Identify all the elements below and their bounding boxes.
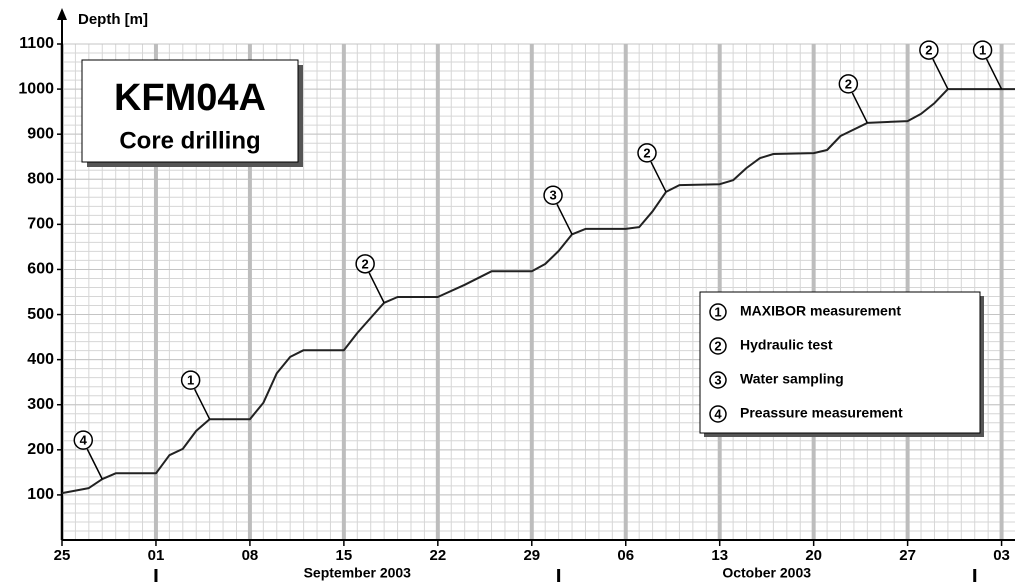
y-tick-label: 600 — [27, 261, 54, 278]
callout-circle — [709, 337, 727, 355]
legend-text: Water sampling — [740, 371, 844, 387]
callout-leader — [556, 203, 573, 235]
callout-leader — [851, 92, 869, 124]
callout-number: 3 — [549, 188, 556, 203]
y-tick-label: 900 — [27, 125, 54, 142]
month-label: October 2003 — [722, 565, 811, 581]
legend-text: MAXIBOR measurement — [740, 303, 901, 319]
callout-circle — [919, 40, 939, 60]
callout-circle — [355, 254, 375, 274]
callout-number: 1 — [187, 373, 194, 388]
callout-circle — [637, 143, 657, 163]
callout-number: 1 — [979, 43, 986, 58]
x-tick-label: 29 — [523, 547, 540, 564]
chart-title: KFM04A — [114, 77, 266, 119]
legend: 1 MAXIBOR measurement 2 Hydraulic test 3 Wate… — [709, 303, 903, 423]
callout-leader — [193, 388, 211, 420]
callout-circle — [180, 370, 201, 390]
x-tick-label: 27 — [899, 547, 916, 564]
x-tick-label: 06 — [617, 547, 634, 564]
chart-subtitle: Core drilling — [119, 127, 260, 154]
x-tick-label: 20 — [805, 547, 822, 564]
callout-number: 4 — [80, 433, 88, 448]
x-tick-label: 13 — [711, 547, 728, 564]
plot: 100 200 300 400 500 600 700 800 900 1000 1100 25 01 0… — [18, 8, 1015, 582]
legend-box — [699, 291, 981, 434]
title-box — [81, 59, 299, 163]
callout-circle — [709, 303, 727, 321]
callout-number: 4 — [714, 406, 722, 421]
y-tick-label: 300 — [27, 396, 54, 413]
x-tick-label: 25 — [54, 547, 71, 564]
callout-circle — [838, 74, 859, 94]
callout-number: 2 — [643, 145, 650, 160]
y-tick-label: 100 — [27, 486, 54, 503]
depth-line — [61, 88, 1015, 495]
y-axis-arrow — [57, 8, 67, 20]
y-tick-label: 500 — [27, 306, 54, 323]
legend-text: Hydraulic test — [740, 337, 833, 353]
callout-leader — [932, 58, 949, 90]
month-label: September 2003 — [304, 565, 412, 581]
legend-text: Preassure measurement — [740, 405, 903, 421]
x-tick-label: 08 — [242, 547, 259, 564]
x-tick-label: 15 — [336, 547, 353, 564]
callout-number: 2 — [362, 256, 369, 271]
callout-leader — [86, 448, 103, 480]
callout-circle — [543, 185, 563, 206]
callout-circle — [709, 405, 727, 423]
callout-leader — [650, 161, 667, 193]
y-tick-label: 400 — [27, 351, 54, 368]
y-tick-label: 800 — [27, 170, 54, 187]
callout-circle — [709, 371, 727, 389]
y-tick-label: 1000 — [18, 80, 54, 97]
callout-number: 2 — [925, 43, 932, 58]
y-tick-label: 700 — [27, 216, 54, 233]
x-tick-label: 01 — [148, 547, 165, 564]
callout-number: 2 — [845, 76, 852, 91]
y-tick-label: 200 — [27, 441, 54, 458]
callout-circle — [972, 40, 993, 60]
callout-number: 3 — [714, 372, 721, 387]
x-tick-label: 22 — [429, 547, 446, 564]
callout-leader — [985, 58, 1003, 90]
x-tick-label: 03 — [993, 547, 1010, 564]
callout-circle — [73, 430, 94, 450]
callout-leader — [368, 272, 385, 304]
callout-number: 2 — [714, 338, 721, 353]
y-tick-label: 1100 — [19, 35, 54, 52]
callout-number: 1 — [714, 304, 721, 319]
y-axis-label: Depth [m] — [78, 11, 148, 28]
